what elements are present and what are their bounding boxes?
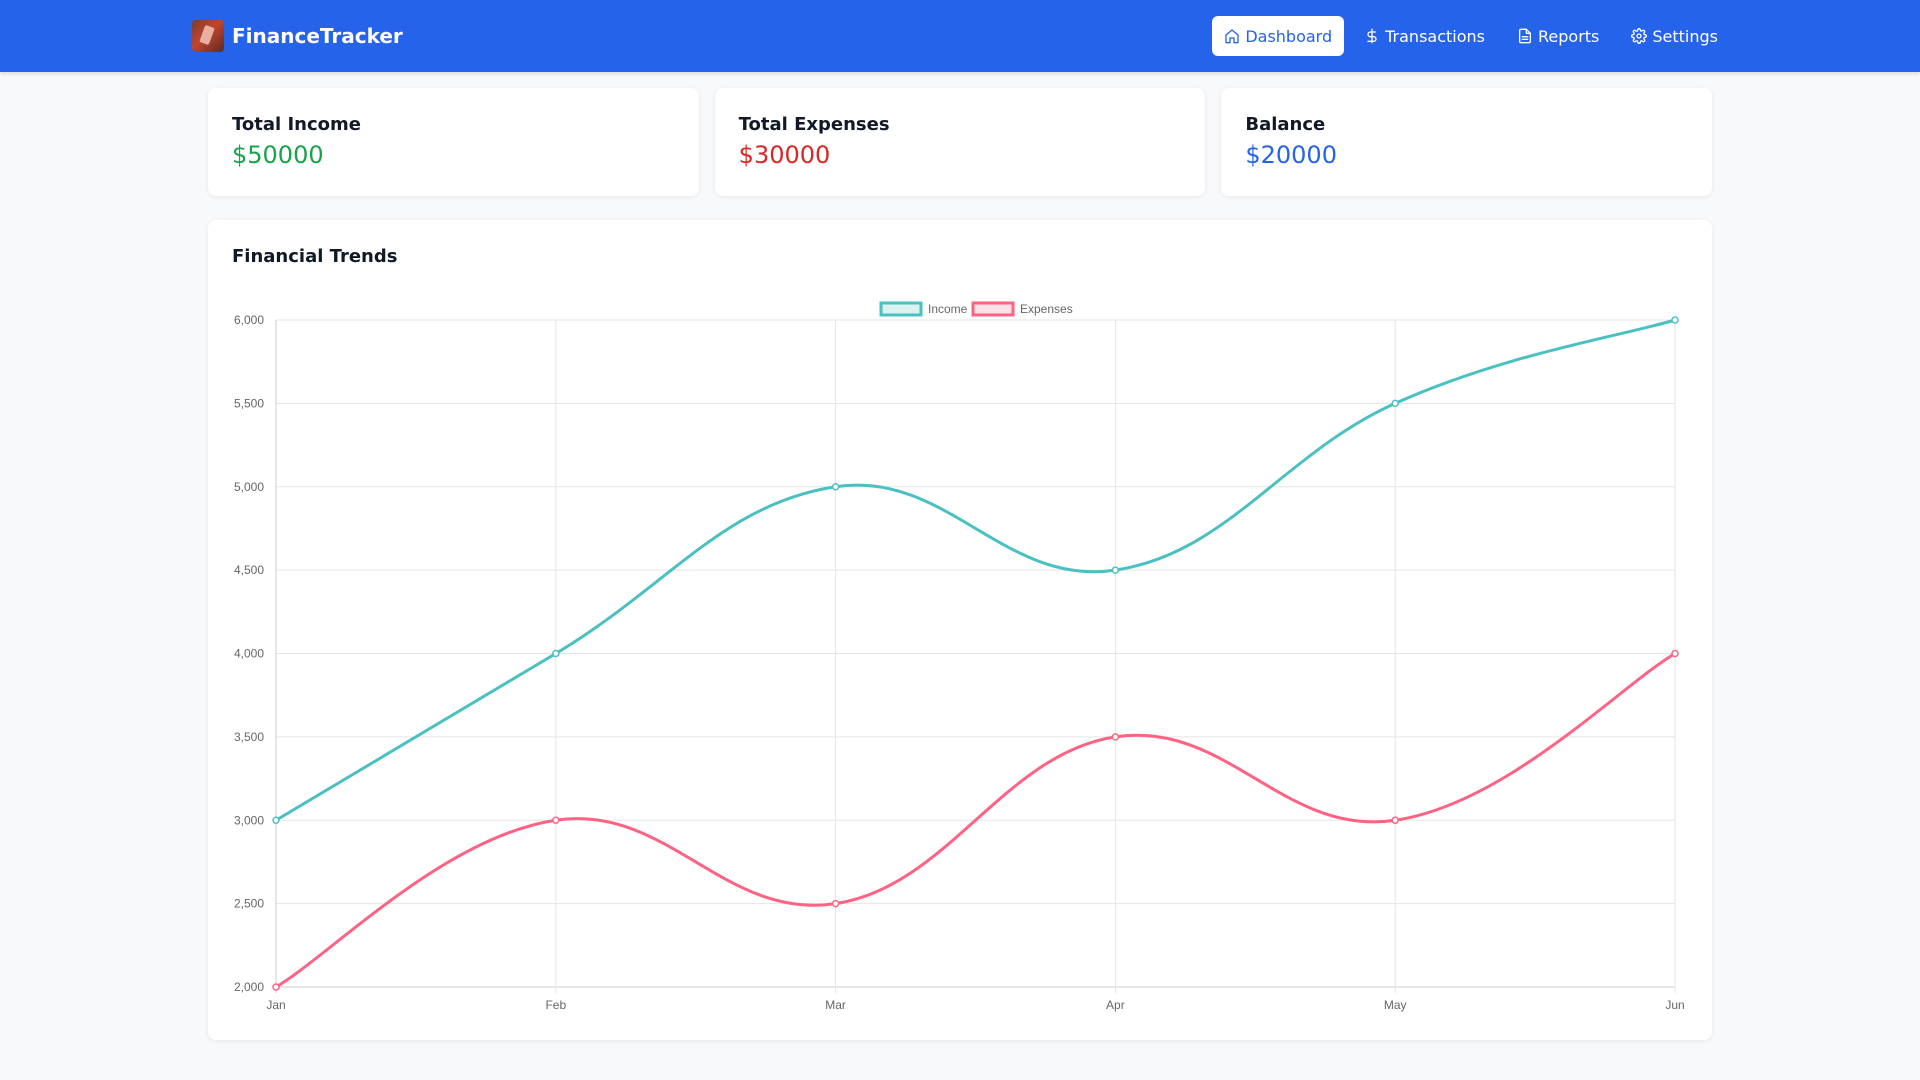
income-data-point: [552, 649, 560, 658]
income-series-line: [275, 318, 1676, 822]
nav-reports[interactable]: Reports: [1505, 16, 1611, 56]
income-card: Total Income $50000: [208, 88, 699, 196]
dollar-icon: [1367, 28, 1377, 44]
expenses-data-point: [831, 899, 840, 908]
expenses-card-title: Total Expenses: [738, 114, 890, 135]
income-legend-swatch: [879, 301, 923, 317]
chart-card-title: Financial Trends: [232, 246, 398, 267]
home-icon: [1225, 29, 1239, 44]
expenses-value: $30000: [738, 141, 831, 169]
x-tick-label: Jan: [266, 998, 285, 1012]
y-tick-label: 6,000: [234, 313, 264, 327]
gear-icon: [1631, 28, 1648, 44]
expenses-series-line: [275, 652, 1676, 989]
y-tick-label: 2,000: [234, 980, 264, 994]
expenses-legend-swatch: [971, 301, 1015, 317]
expenses-card: Total Expenses $30000: [714, 88, 1206, 196]
financial-trends-chart: 2,000 2,500 3,000 3,500 4,000 4,500 5,000 5,500…: [234, 301, 1685, 1012]
financial-trends-card: Financial Trends 2,000 2,500 3,000 3,500 4,0…: [208, 220, 1712, 1040]
nav-dashboard[interactable]: Dashboard: [1212, 16, 1345, 56]
y-tick-label: 4,000: [234, 647, 264, 661]
top-navbar: FinanceTracker Dashboard Transactions Re…: [0, 0, 1920, 72]
x-tick-label: Jun: [1665, 998, 1684, 1012]
app-logo-icon: [192, 20, 224, 52]
y-tick-label: 3,000: [234, 813, 264, 827]
brand[interactable]: FinanceTracker: [192, 20, 403, 52]
income-data-point: [272, 816, 280, 824]
income-data-point: [1391, 399, 1399, 408]
nav-reports-label: Reports: [1538, 26, 1600, 46]
brand-name: FinanceTracker: [232, 24, 403, 48]
expenses-data-point: [1111, 733, 1120, 741]
income-legend-label: Income: [928, 302, 968, 316]
x-tick-label: Mar: [825, 998, 846, 1012]
x-tick-label: Feb: [545, 998, 566, 1012]
nav-settings[interactable]: Settings: [1619, 16, 1730, 56]
expenses-data-point: [552, 816, 560, 824]
expenses-legend-label: Expenses: [1020, 302, 1073, 316]
y-tick-label: 2,500: [234, 897, 264, 911]
balance-card-title: Balance: [1245, 114, 1326, 135]
x-tick-label: Apr: [1106, 998, 1125, 1012]
document-icon: [1519, 28, 1531, 44]
nav-dashboard-label: Dashboard: [1245, 26, 1333, 46]
y-tick-label: 5,500: [234, 396, 264, 410]
income-value: $50000: [232, 141, 324, 169]
y-tick-label: 3,500: [234, 730, 264, 744]
nav-settings-label: Settings: [1652, 26, 1718, 46]
expenses-data-point: [1391, 816, 1399, 824]
income-data-point: [1111, 566, 1120, 574]
balance-card: Balance $20000: [1221, 88, 1713, 196]
income-data-point: [1671, 316, 1679, 324]
income-data-point: [831, 483, 840, 491]
expenses-data-point: [272, 983, 280, 991]
nav-transactions[interactable]: Transactions: [1352, 16, 1497, 56]
x-tick-label: May: [1384, 998, 1407, 1012]
summary-cards: Total Income $50000 Total Expenses $3000…: [208, 88, 1713, 196]
y-tick-label: 4,500: [234, 563, 264, 577]
income-card-title: Total Income: [232, 114, 361, 135]
balance-value: $20000: [1245, 141, 1337, 169]
expenses-data-point: [1671, 649, 1679, 658]
y-tick-label: 5,000: [234, 480, 264, 494]
nav-transactions-label: Transactions: [1385, 26, 1485, 46]
main-nav: Dashboard Transactions Reports Settings: [1212, 16, 1730, 56]
